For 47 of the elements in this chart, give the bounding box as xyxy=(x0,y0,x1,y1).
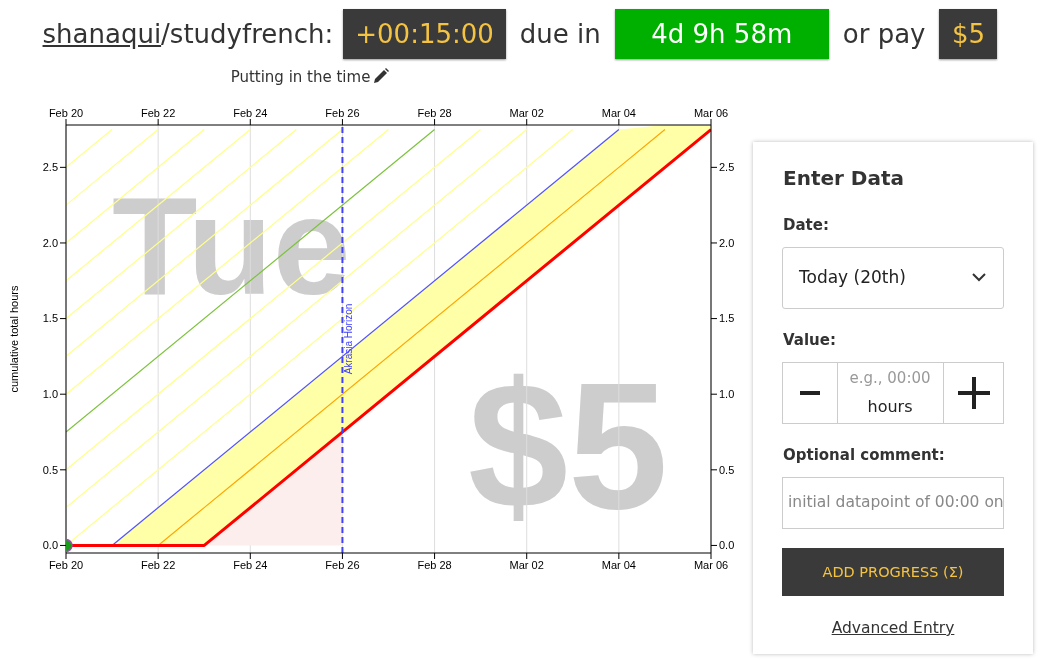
text: $5 xyxy=(939,9,998,59)
text: +00:15:00 xyxy=(343,9,506,59)
x2-tick-label: Mar 06 xyxy=(693,107,729,119)
x-tick-label: Feb 28 xyxy=(417,558,452,571)
y2-tick-label: 1.5 xyxy=(719,312,735,325)
y2-tick-label: 0.0 xyxy=(719,539,735,552)
chart-title: Putting in the time xyxy=(230,68,371,86)
x2-tick-label: Feb 26 xyxy=(325,107,360,119)
y-tick-label: 1.0 xyxy=(42,388,58,401)
y2-tick-label: 1.0 xyxy=(719,388,735,401)
y-tick-label: 0.5 xyxy=(42,463,58,476)
text: Optional comment: xyxy=(783,446,945,464)
y2-tick-label: 2.0 xyxy=(719,236,735,249)
x2-tick-label: Feb 24 xyxy=(233,107,268,119)
text: e.g., 00:00 xyxy=(848,369,932,387)
text: initial datapoint of 00:00 on xyxy=(788,493,1004,511)
x-tick-label: Mar 04 xyxy=(601,558,636,571)
y2-tick-label: 0.5 xyxy=(719,463,735,476)
text: ADD PROGRESS (Σ) xyxy=(782,548,1004,596)
y-axis-title: cumulative total hours xyxy=(7,285,20,393)
x2-tick-label: Mar 02 xyxy=(509,107,544,119)
x2-tick-label: Mar 04 xyxy=(601,107,636,119)
x2-tick-label: Feb 22 xyxy=(141,107,176,119)
x-tick-label: Feb 24 xyxy=(233,558,268,571)
text: due in xyxy=(519,19,601,49)
y2-tick-label: 2.5 xyxy=(719,161,735,174)
text: 4d 9h 58m xyxy=(614,9,829,59)
text: or pay xyxy=(842,19,926,49)
x-tick-label: Feb 26 xyxy=(325,558,360,571)
x-tick-label: Feb 20 xyxy=(48,558,84,571)
text: shanaqui/studyfrench: xyxy=(42,19,334,49)
x2-tick-label: Feb 20 xyxy=(48,107,84,119)
x-tick-label: Mar 06 xyxy=(693,558,729,571)
x-tick-label: Mar 02 xyxy=(509,558,544,571)
text: Enter Data xyxy=(783,166,905,190)
text: Value: xyxy=(783,331,836,349)
text: Date: xyxy=(783,216,829,234)
text: hours xyxy=(866,397,914,416)
text: Today (20th) xyxy=(799,267,906,287)
x2-tick-label: Feb 28 xyxy=(417,107,452,119)
y-tick-label: 1.5 xyxy=(42,312,58,325)
y-tick-label: 0.0 xyxy=(42,539,58,552)
ref-line-label: Akrasia Horizon xyxy=(343,303,355,375)
y-tick-label: 2.0 xyxy=(42,236,58,249)
y-tick-label: 2.5 xyxy=(42,161,58,174)
text: Advanced Entry xyxy=(830,619,956,637)
x-tick-label: Feb 22 xyxy=(141,558,176,571)
